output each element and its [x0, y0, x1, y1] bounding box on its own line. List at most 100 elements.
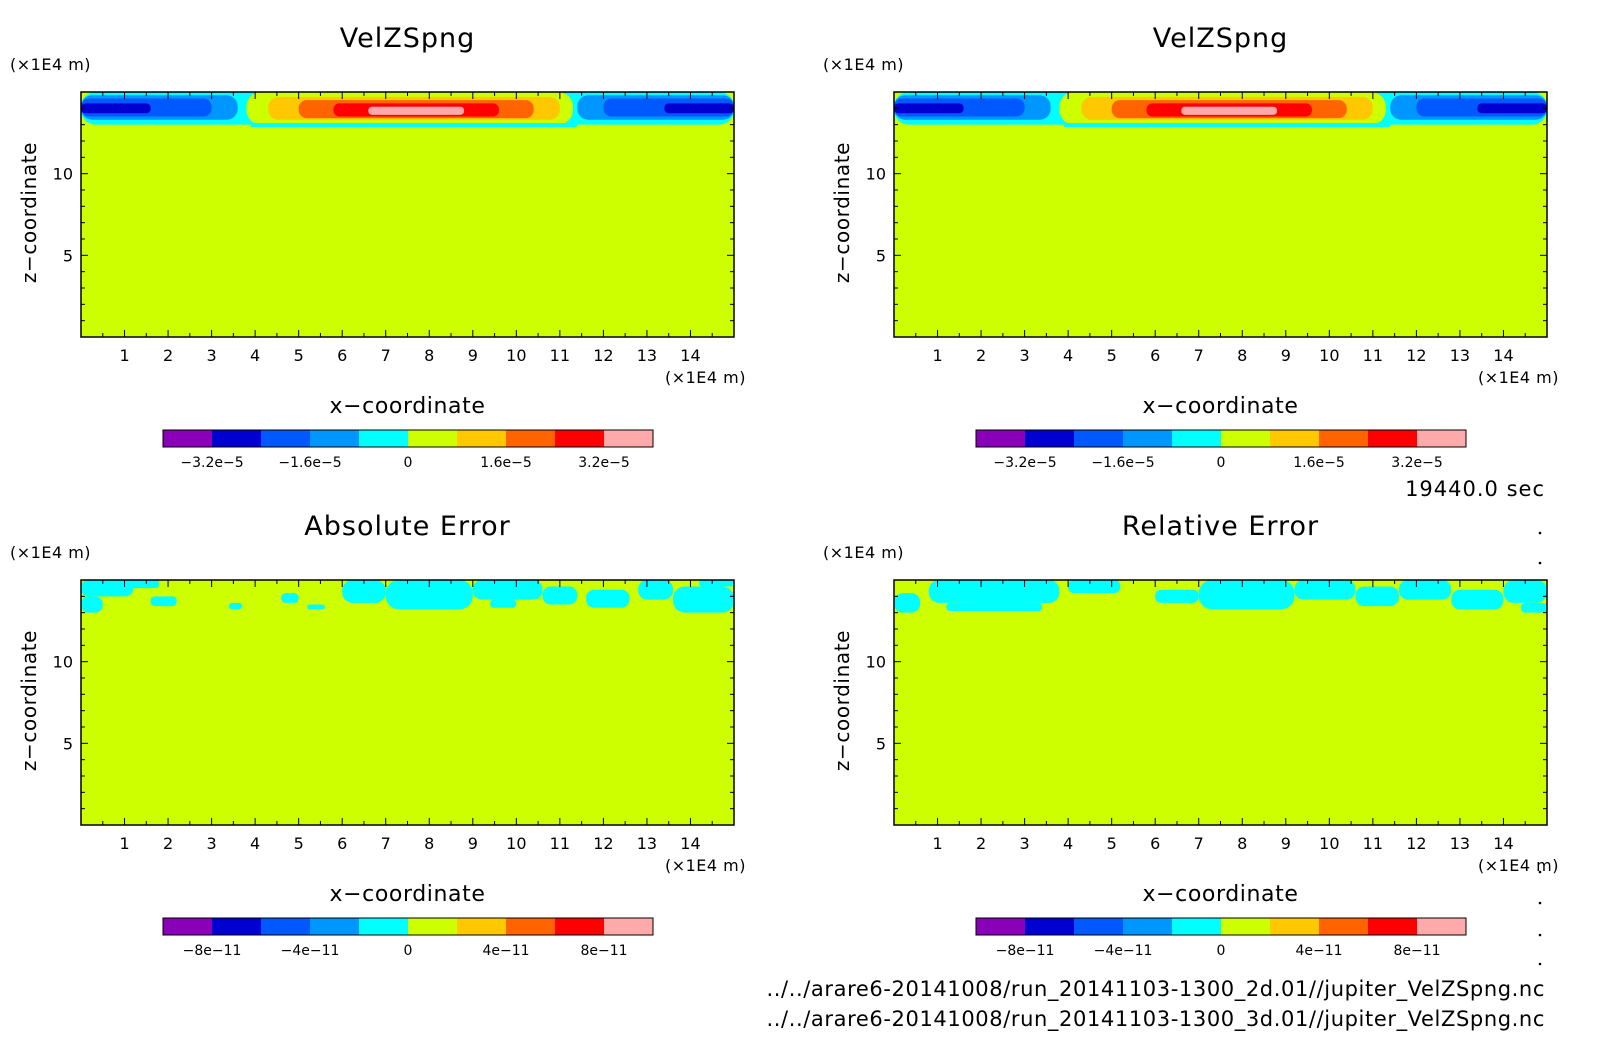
colorbar-swatch — [1123, 430, 1173, 447]
x-tick-label: 1 — [932, 834, 942, 853]
y-tick-label: 5 — [876, 734, 886, 753]
colorbar-swatch — [555, 430, 605, 447]
x-tick-label: 13 — [637, 834, 657, 853]
x-tick-label: 10 — [1319, 346, 1339, 365]
x-tick-label: 14 — [1493, 346, 1513, 365]
contour-band — [307, 604, 325, 610]
x-tick-label: 12 — [1406, 346, 1426, 365]
x-axis-label: x−coordinate — [1143, 882, 1299, 907]
x-tick-label: 7 — [1194, 346, 1204, 365]
contour-band — [1155, 589, 1199, 603]
colorbar-swatch — [163, 430, 213, 447]
contour-band — [1398, 580, 1452, 600]
plot-area — [894, 580, 1547, 825]
x-tick-label: 13 — [1450, 346, 1470, 365]
colorbar-swatch — [1123, 918, 1173, 935]
panel-title: Absolute Error — [304, 511, 510, 542]
x-tick-label: 11 — [550, 346, 570, 365]
y-unit-label: (×1E4 m) — [823, 543, 904, 562]
contour-band — [1503, 580, 1547, 603]
file-path-3d: ../../arare6-20141008/run_20141103-1300_… — [766, 1007, 1545, 1032]
x-tick-label: 12 — [593, 834, 613, 853]
x-tick-label: 2 — [163, 834, 173, 853]
margin-dot — [1538, 870, 1542, 874]
colorbar-swatch — [1368, 430, 1418, 447]
x-tick-label: 2 — [163, 346, 173, 365]
x-tick-label: 1 — [119, 834, 129, 853]
contour-band — [150, 596, 177, 607]
contour-band — [894, 593, 921, 613]
x-tick-label: 3 — [1020, 834, 1030, 853]
colorbar-tick-label: −4e−11 — [1094, 943, 1153, 959]
x-tick-label: 1 — [119, 346, 129, 365]
colorbar-swatch — [408, 918, 458, 935]
x-axis-label: x−coordinate — [330, 882, 486, 907]
x-tick-label: 11 — [550, 834, 570, 853]
colorbar-swatch — [310, 430, 360, 447]
y-unit-label: (×1E4 m) — [823, 55, 904, 74]
y-tick-label: 10 — [53, 653, 73, 672]
x-tick-label: 13 — [1450, 834, 1470, 853]
colorbar-swatch — [1319, 918, 1369, 935]
contour-band — [1068, 580, 1121, 594]
x-tick-label: 4 — [1063, 346, 1073, 365]
y-tick-label: 5 — [63, 734, 73, 753]
colorbar-swatch — [212, 430, 262, 447]
x-tick-label: 10 — [1319, 834, 1339, 853]
margin-dot — [1538, 531, 1542, 535]
colorbar-tick-label: −1.6e−5 — [278, 455, 341, 471]
plot-area — [81, 92, 734, 337]
x-unit-label: (×1E4 m) — [1478, 856, 1559, 875]
x-tick-label: 4 — [250, 346, 260, 365]
colorbar-tick-label: 0 — [1217, 455, 1226, 471]
colorbar-tick-label: 1.6e−5 — [1293, 455, 1345, 471]
x-tick-label: 4 — [1063, 834, 1073, 853]
x-tick-label: 2 — [976, 346, 986, 365]
colorbar-tick-label: 4e−11 — [482, 943, 529, 959]
x-tick-label: 12 — [593, 346, 613, 365]
colorbar-swatch — [310, 918, 360, 935]
colorbar-tick-label: 0 — [404, 943, 413, 959]
x-tick-label: 12 — [1406, 834, 1426, 853]
x-tick-label: 9 — [468, 346, 478, 365]
contour-band — [1520, 602, 1547, 613]
contour-band — [368, 106, 465, 115]
contour-band — [385, 580, 473, 610]
colorbar-swatch — [1319, 430, 1369, 447]
plot-area — [894, 92, 1547, 337]
contour-band — [673, 586, 734, 613]
contour-band — [542, 586, 578, 605]
panel-p4: Relative Error(×1E4 m)1 2 3 4 5 6 7 8 9 10 11 12 13 1… — [823, 511, 1559, 959]
panel-title: VelZSpng — [1153, 23, 1289, 54]
y-tick-label: 10 — [53, 165, 73, 184]
x-tick-label: 10 — [506, 346, 526, 365]
x-tick-label: 14 — [680, 346, 700, 365]
x-tick-label: 8 — [424, 834, 434, 853]
contour-bands — [894, 580, 1547, 613]
colorbar-swatch — [359, 430, 409, 447]
y-tick-label: 10 — [866, 653, 886, 672]
margin-dot — [1538, 933, 1542, 937]
colorbar-swatch — [1172, 918, 1222, 935]
contour-band — [342, 580, 386, 603]
y-tick-label: 5 — [876, 246, 886, 265]
colorbar-swatch — [1025, 918, 1075, 935]
contour-band — [472, 580, 543, 600]
colorbar-tick-label: 0 — [1217, 943, 1226, 959]
x-tick-label: 6 — [337, 346, 347, 365]
contour-band — [490, 599, 517, 608]
x-tick-label: 7 — [381, 834, 391, 853]
colorbar-swatch — [1417, 430, 1467, 447]
x-tick-label: 14 — [680, 834, 700, 853]
contour-band — [81, 596, 103, 613]
colorbar-tick-label: 1.6e−5 — [480, 455, 532, 471]
x-tick-label: 9 — [1281, 834, 1291, 853]
colorbar-frame — [162, 429, 654, 448]
contour-band — [664, 103, 734, 114]
colorbar-swatch — [457, 918, 507, 935]
contour-band — [1355, 586, 1399, 607]
contour-band — [1198, 580, 1295, 610]
margin-dot — [1538, 901, 1542, 905]
contour-band — [946, 602, 1043, 612]
